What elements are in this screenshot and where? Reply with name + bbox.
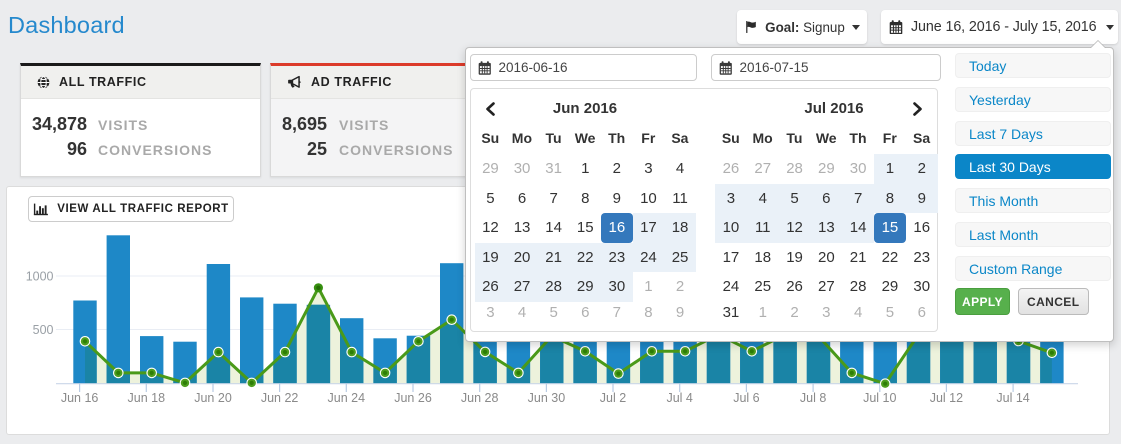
- svg-text:Jul 4: Jul 4: [666, 391, 692, 405]
- svg-text:Jun 26: Jun 26: [394, 391, 432, 405]
- svg-text:500: 500: [33, 323, 54, 337]
- svg-text:Jul 12: Jul 12: [930, 391, 963, 405]
- svg-text:Jul 6: Jul 6: [733, 391, 759, 405]
- svg-text:Jul 10: Jul 10: [863, 391, 896, 405]
- svg-text:Jun 16: Jun 16: [61, 391, 99, 405]
- svg-text:Jun 24: Jun 24: [328, 391, 366, 405]
- svg-text:Jul 2: Jul 2: [600, 391, 626, 405]
- svg-text:Jun 22: Jun 22: [261, 391, 299, 405]
- svg-text:1000: 1000: [26, 269, 54, 283]
- svg-text:Jul 8: Jul 8: [800, 391, 826, 405]
- svg-text:Jun 30: Jun 30: [528, 391, 566, 405]
- svg-text:Jun 28: Jun 28: [461, 391, 499, 405]
- svg-text:Jun 18: Jun 18: [128, 391, 166, 405]
- svg-text:Jun 20: Jun 20: [194, 391, 232, 405]
- svg-text:Jul 14: Jul 14: [996, 391, 1029, 405]
